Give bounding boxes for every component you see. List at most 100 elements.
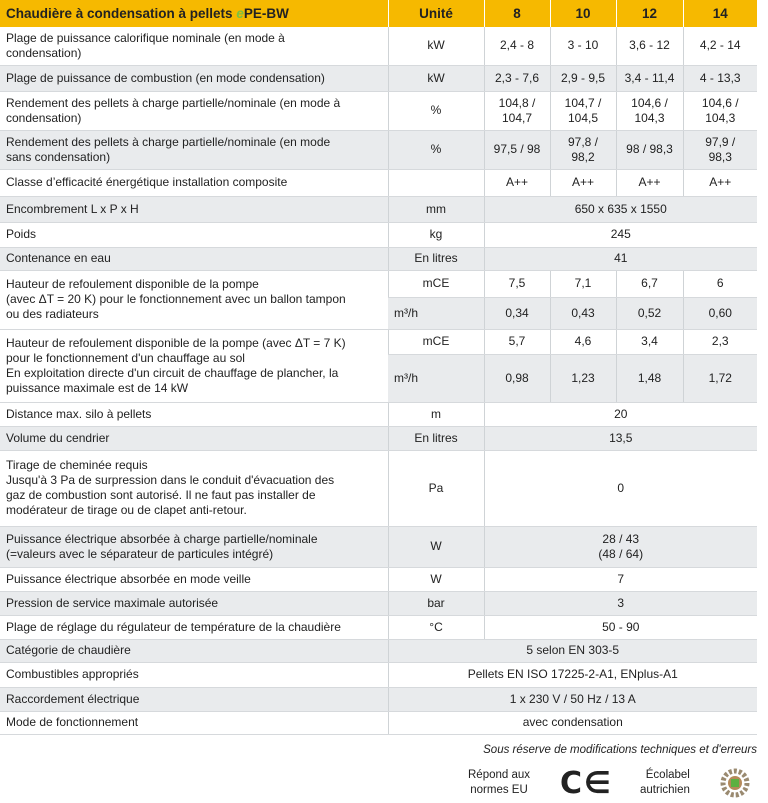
row-label: Contenance en eau [0,247,388,271]
table-row: Contenance en eau En litres 41 [0,247,757,271]
row-value: 97,8 / 98,2 [549,130,616,170]
table-row: Hauteur de refoulement disponible de la … [0,329,757,403]
row-value: A++ [615,169,683,197]
row-value: 0,52 [615,297,683,330]
row-value: 650 x 635 x 1550 [483,196,757,223]
col-model-8: 8 [483,0,550,27]
row-value: 5,7 [483,329,550,355]
table-row: Raccordement électrique 1 x 230 V / 50 Hz… [0,687,757,712]
row-unit: kg [387,222,484,248]
row-value: 2,3 [682,329,757,355]
row-unit [387,169,484,197]
ecolabel-icon [720,768,750,798]
col-model-10: 10 [549,0,616,27]
row-value: 7 [483,567,757,592]
row-value: 2,3 - 7,6 [483,65,550,92]
table-row: Tirage de cheminée requis Jusqu'à 3 Pa d… [0,450,757,527]
row-label: Tirage de cheminée requis Jusqu'à 3 Pa d… [0,450,388,527]
row-label: Poids [0,222,388,248]
row-label: Rendement des pellets à charge partielle… [0,91,388,131]
row-label: Puissance électrique absorbée en mode ve… [0,567,388,592]
row-value: 1 x 230 V / 50 Hz / 13 A [387,687,757,712]
row-label: Rendement des pellets à charge partielle… [0,130,388,170]
row-value: 1,23 [549,354,616,403]
table-row: Pression de service maximale autorisée ba… [0,591,757,616]
row-unit: mCE [387,329,484,355]
row-label: Mode de fonctionnement [0,711,388,735]
row-unit: m³/h [388,297,484,330]
row-value: 50 - 90 [483,615,757,640]
row-label: Combustibles appropriés [0,662,388,688]
row-unit: W [387,567,484,592]
row-value: 28 / 43 (48 / 64) [483,526,757,568]
row-value: 1,48 [615,354,683,403]
row-label: Raccordement électrique [0,687,388,712]
row-value: 41 [483,247,757,271]
row-label: Hauteur de refoulement disponible de la … [0,329,388,403]
row-unit: % [387,91,484,131]
row-unit: m³/h [388,354,484,403]
row-unit: W [387,526,484,568]
col-model-14: 14 [682,0,757,27]
row-label: Puissance électrique absorbée à charge p… [0,526,388,568]
row-value: A++ [682,169,757,197]
row-value: 0,34 [483,297,550,330]
table-row: Combustibles appropriés Pellets EN ISO 17… [0,662,757,688]
table-row: Puissance électrique absorbée à charge p… [0,526,757,568]
row-value: 3 [483,591,757,616]
table-row: Mode de fonctionnement avec condensation [0,711,757,735]
row-value: 4 - 13,3 [682,65,757,92]
row-value: 0,98 [483,354,550,403]
row-value: 97,9 / 98,3 [682,130,757,170]
table-row: Hauteur de refoulement disponible de la … [0,270,757,330]
row-unit: m [387,402,484,427]
ecolabel-text: Écolabel autrichien [640,769,690,796]
row-value: 20 [483,402,757,427]
col-model-12: 12 [615,0,683,27]
row-value: 245 [483,222,757,248]
row-value: A++ [549,169,616,197]
row-label: Plage de réglage du régulateur de tempér… [0,615,388,640]
row-unit: mm [387,196,484,223]
row-unit: bar [387,591,484,616]
table-row: Catégorie de chaudière 5 selon EN 303-5 [0,639,757,663]
row-value: 7,1 [549,270,616,298]
table-title: Chaudière à condensation à pellets ePE-B… [0,0,388,27]
row-value: 0,43 [549,297,616,330]
row-unit: En litres [387,426,484,451]
row-value: Pellets EN ISO 17225-2-A1, ENplus-A1 [387,662,757,688]
disclaimer: Sous réserve de modifications techniques… [483,744,757,756]
table-row: Distance max. silo à pellets m 20 [0,402,757,427]
row-value: 98 / 98,3 [615,130,683,170]
table-row: Poids kg 245 [0,222,757,248]
row-unit: Pa [387,450,484,527]
row-unit: mCE [387,270,484,298]
row-value: 4,6 [549,329,616,355]
row-value: 3,4 [615,329,683,355]
col-unit: Unité [387,0,484,27]
table-row: Puissance électrique absorbée en mode ve… [0,567,757,592]
table-row: m³/h 0,98 1,23 1,48 1,72 [0,354,757,403]
row-label: Hauteur de refoulement disponible de la … [0,270,388,330]
row-unit: °C [387,615,484,640]
table-row: Classe d’efficacité énergétique installa… [0,169,757,197]
row-value: 104,6 / 104,3 [682,91,757,131]
table-row: m³/h 0,34 0,43 0,52 0,60 [0,297,757,330]
row-value: 3,6 - 12 [615,27,683,66]
row-label: Plage de puissance de combustion (en mod… [0,65,388,92]
table-row: Plage de puissance de combustion (en mod… [0,65,757,92]
row-value: 104,6 / 104,3 [615,91,683,131]
row-label: Plage de puissance calorifique nominale … [0,27,388,66]
row-label: Catégorie de chaudière [0,639,388,663]
row-value: 0,60 [682,297,757,330]
row-value: 13,5 [483,426,757,451]
row-unit: En litres [387,247,484,271]
row-label: Distance max. silo à pellets [0,402,388,427]
row-label: Classe d’efficacité énergétique installa… [0,169,388,197]
row-value: 3 - 10 [549,27,616,66]
table-row: Volume du cendrier En litres 13,5 [0,426,757,451]
table-row: Plage de puissance calorifique nominale … [0,27,757,66]
row-label: Encombrement L x P x H [0,196,388,223]
row-value: 3,4 - 11,4 [615,65,683,92]
row-value: 2,4 - 8 [483,27,550,66]
